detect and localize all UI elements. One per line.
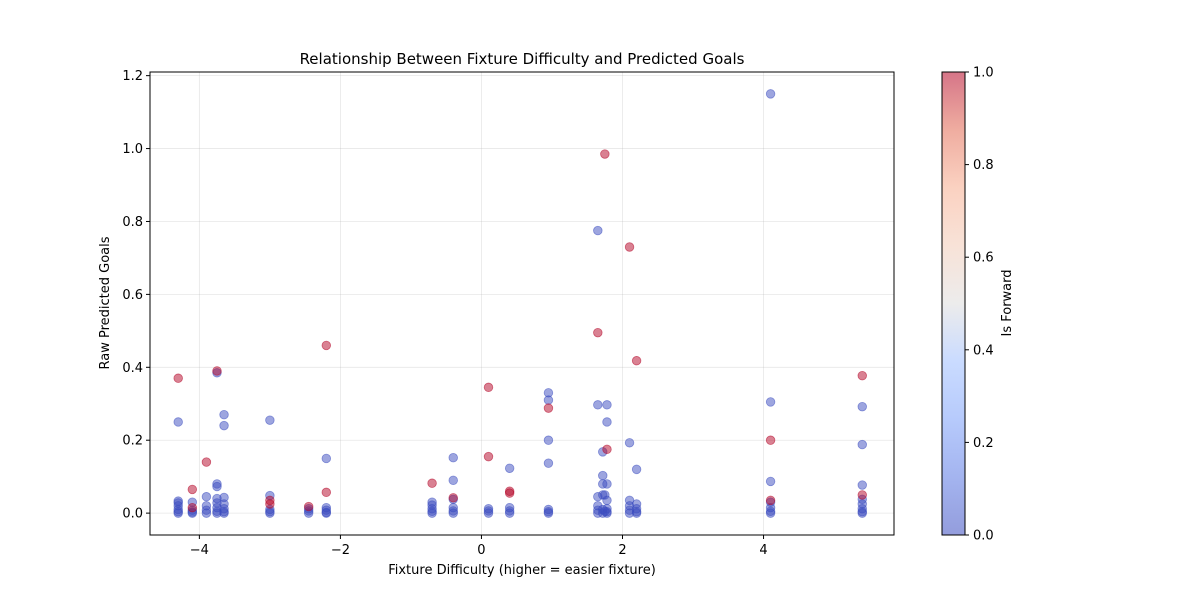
colorbar-tick-label: 0.8 [973,158,994,173]
forward-point [600,149,610,159]
forward-point [187,502,198,513]
forward-point [593,327,603,338]
colorbar-ticks: 0.0 0.2 0.4 0.6 0.8 1.0 [965,66,994,544]
non-forward-point [602,400,612,410]
non-forward-point [543,395,554,405]
forward-point [321,487,332,498]
forward-point [212,366,222,376]
y-tick-label: 1.0 [122,142,143,157]
y-tick-label: 1.2 [122,69,143,84]
data-points [173,89,867,518]
colorbar-fill [942,72,965,535]
x-tick-label: −2 [331,543,350,558]
non-forward-point [857,480,867,490]
x-tick-label: −4 [190,543,209,558]
non-forward-point [219,508,229,518]
non-forward-point [602,417,612,427]
forward-point [187,484,198,495]
non-forward-point [765,397,776,407]
non-forward-point [602,479,612,489]
x-tick-label: 4 [759,543,767,558]
non-forward-point [543,435,554,445]
non-forward-point [857,439,867,450]
non-forward-point [265,415,275,425]
non-forward-point [593,225,603,236]
non-forward-point [173,417,183,427]
forward-point [427,478,437,488]
non-forward-point [201,508,212,518]
non-forward-point [602,508,612,518]
forward-point [765,435,776,445]
non-forward-point [598,470,608,481]
forward-point [857,370,867,381]
y-tick-label: 0.4 [122,361,143,376]
forward-point [504,488,515,498]
non-forward-point [427,508,437,518]
x-tick-label: 0 [477,543,485,558]
non-forward-point [765,508,776,518]
colorbar-tick-label: 0.0 [973,529,994,544]
y-axis-ticks: 0.0 0.2 0.4 0.6 0.8 1.0 1.2 [122,69,150,522]
grid-lines [150,72,894,535]
non-forward-point [624,438,635,448]
non-forward-point [219,420,229,431]
non-forward-point [448,475,458,486]
forward-point [602,444,612,455]
forward-point [483,382,494,393]
non-forward-point [504,508,515,518]
non-forward-point [448,508,458,518]
x-axis-label: Fixture Difficulty (higher = easier fixt… [388,563,656,578]
non-forward-point [212,481,222,492]
non-forward-point [219,409,229,420]
non-forward-point [321,508,332,518]
forward-point [201,457,212,467]
non-forward-point [765,476,776,487]
non-forward-point [483,508,494,518]
forward-point [624,242,635,252]
y-tick-label: 0.8 [122,215,143,230]
y-axis-label: Raw Predicted Goals [98,236,113,369]
non-forward-point [602,495,612,506]
forward-point [857,490,867,500]
forward-point [265,499,275,509]
colorbar-tick-label: 0.6 [973,251,994,266]
forward-point [543,403,554,413]
non-forward-point [857,508,867,518]
colorbar-tick-label: 0.4 [973,343,994,358]
non-forward-point [543,458,554,468]
x-axis-ticks: −4 −2 0 2 4 [190,535,768,558]
non-forward-point [765,89,776,99]
forward-point [173,373,183,383]
forward-point [303,501,314,512]
chart-title: Relationship Between Fixture Difficulty … [300,50,745,68]
colorbar-tick-label: 1.0 [973,66,994,81]
plot-frame [149,71,895,536]
non-forward-point [201,492,212,502]
forward-point [448,493,458,503]
non-forward-point [631,508,642,518]
forward-point [765,495,776,506]
non-forward-point [857,401,867,412]
non-forward-point [504,463,515,473]
forward-point [483,451,494,462]
forward-point [631,356,642,366]
non-forward-point [265,508,275,518]
non-forward-point [593,400,603,410]
non-forward-point [321,453,332,464]
non-forward-point [631,464,642,475]
y-tick-label: 0.0 [122,507,143,522]
non-forward-point [448,453,458,463]
non-forward-point [173,508,183,518]
y-tick-label: 0.6 [122,288,143,303]
non-forward-point [543,508,554,518]
colorbar: 0.0 0.2 0.4 0.6 0.8 1.0 Is Forward [941,66,1015,544]
y-tick-label: 0.2 [122,434,143,449]
colorbar-frame [941,71,966,536]
forward-point [321,340,332,351]
colorbar-label: Is Forward [1000,269,1015,336]
colorbar-tick-label: 0.2 [973,436,994,451]
x-tick-label: 2 [618,543,626,558]
